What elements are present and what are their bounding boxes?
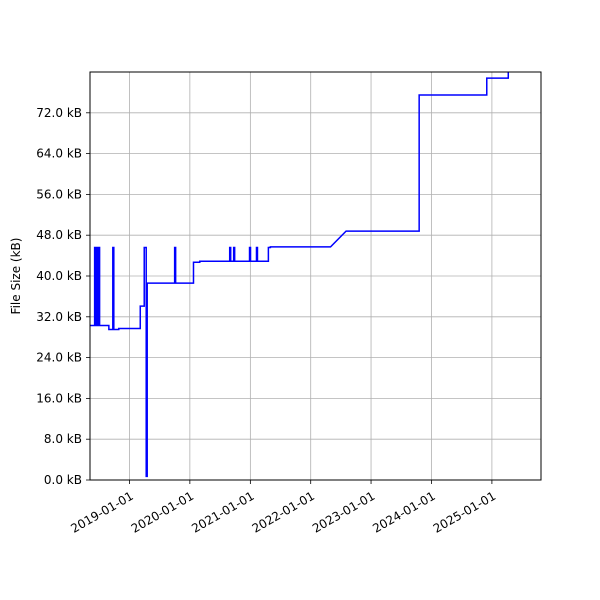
x-tick-label: 2019-01-01: [68, 489, 135, 536]
x-tick-label: 2022-01-01: [250, 489, 317, 536]
y-gridlines: [90, 112, 541, 481]
y-axis: 0.0 kB 8.0 kB 16.0 kB 24.0 kB 32.0 kB 40.0 kB…: [36, 106, 90, 487]
y-tick-label: 40.0 kB: [36, 269, 82, 283]
y-tick-label: 16.0 kB: [36, 391, 82, 405]
x-tick-label: 2023-01-01: [310, 489, 377, 536]
y-tick-label: 48.0 kB: [36, 228, 82, 242]
y-tick-label: 64.0 kB: [36, 147, 82, 161]
x-tick-label: 2025-01-01: [431, 489, 498, 536]
x-tick-label: 2024-01-01: [370, 489, 437, 536]
y-tick-label: 56.0 kB: [36, 187, 82, 201]
y-tick-label: 24.0 kB: [36, 351, 82, 365]
x-axis: 2019-01-012020-01-012021-01-012022-01-01…: [68, 480, 498, 536]
y-tick-label: 72.0 kB: [36, 106, 82, 120]
file-size-series-line: [90, 72, 510, 478]
x-tick-label: 2020-01-01: [129, 489, 196, 536]
y-tick-label: 0.0 kB: [44, 473, 82, 487]
y-tick-label: 8.0 kB: [44, 432, 82, 446]
x-tick-label: 2021-01-01: [189, 489, 256, 536]
y-tick-label: 32.0 kB: [36, 310, 82, 324]
y-axis-label: File Size (kB): [9, 238, 23, 315]
